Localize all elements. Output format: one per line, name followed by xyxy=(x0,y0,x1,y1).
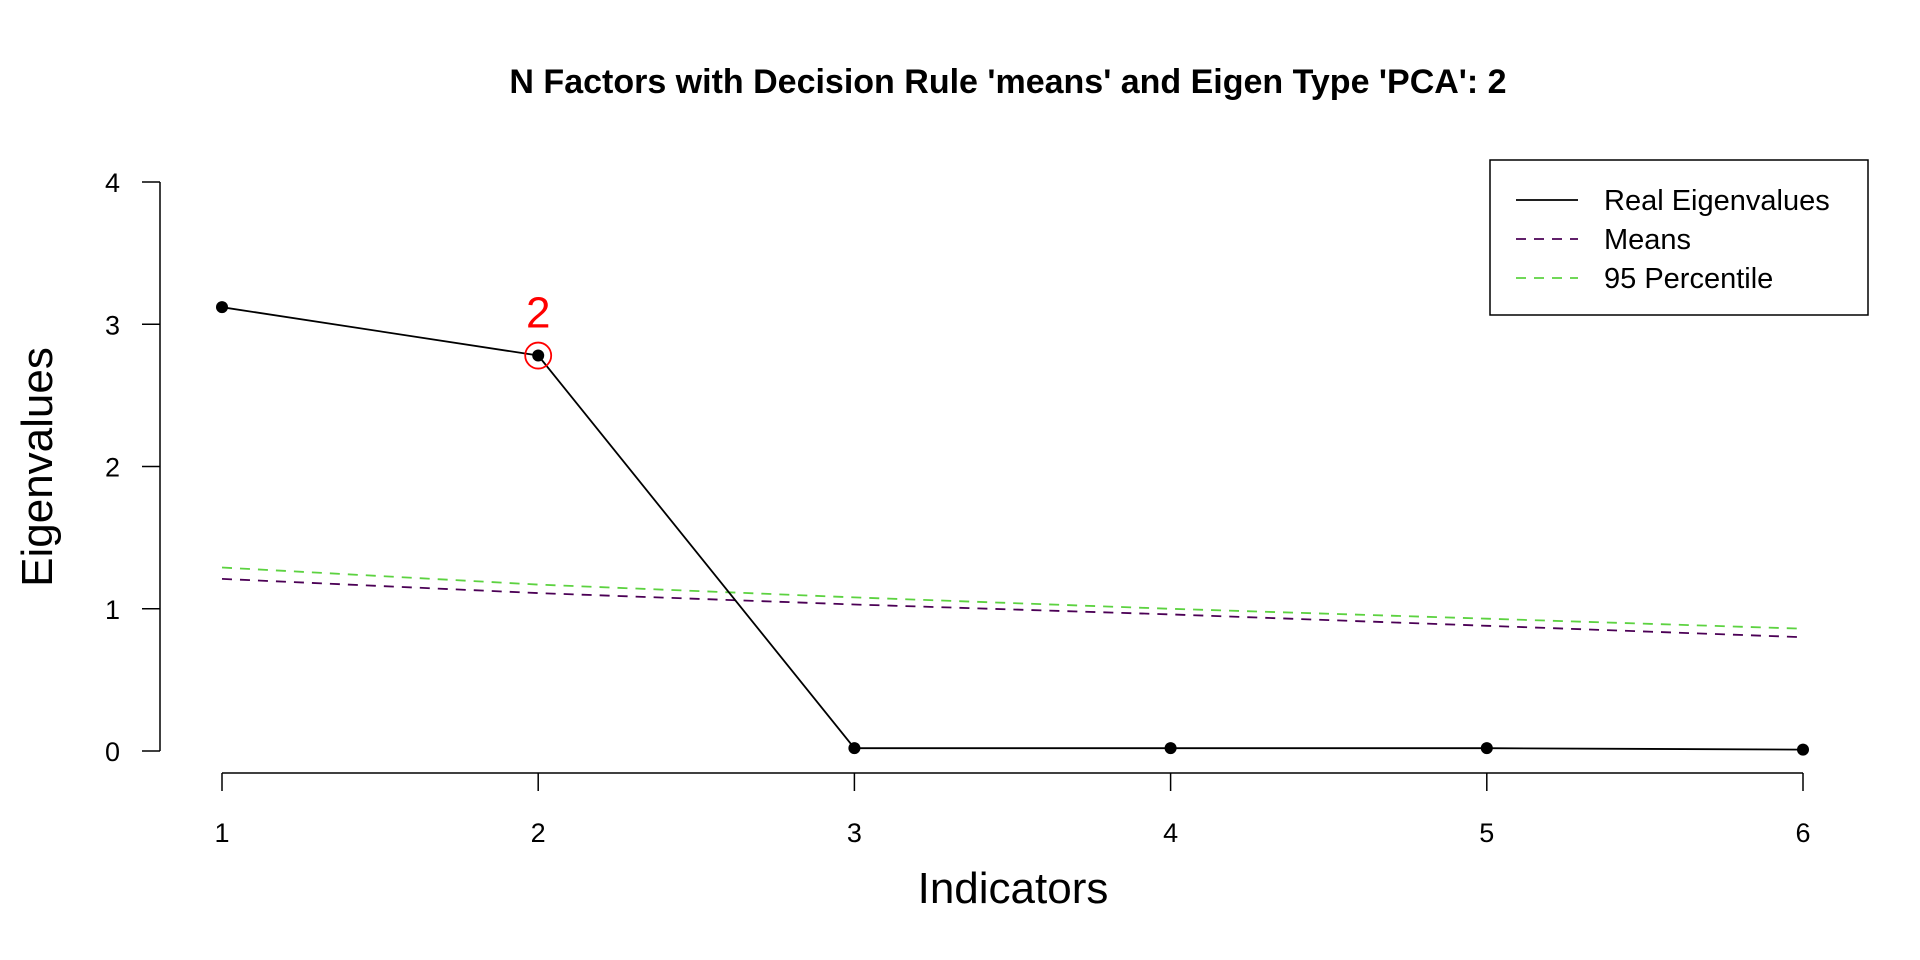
annotation-circle xyxy=(524,341,553,370)
series-layer xyxy=(216,301,1809,756)
x-tick-label: 4 xyxy=(1163,818,1178,848)
y-axis: 0 1 2 3 4 xyxy=(105,168,161,767)
data-point xyxy=(532,349,545,362)
y-tick-label: 2 xyxy=(105,453,120,483)
y-tick-label: 3 xyxy=(105,310,120,340)
x-axis: 1 2 3 4 5 6 xyxy=(214,772,1811,848)
x-tick-label: 1 xyxy=(214,818,229,848)
y-tick-label: 0 xyxy=(105,737,120,767)
annotation-label: 2 xyxy=(526,289,550,338)
x-tick-label: 6 xyxy=(1795,818,1810,848)
annotation-layer: 2 xyxy=(524,289,553,370)
data-point xyxy=(1164,742,1177,755)
data-point xyxy=(216,301,228,314)
x-tick-label: 3 xyxy=(847,818,862,848)
legend: Real Eigenvalues Means 95 Percentile xyxy=(1489,159,1869,316)
legend-label: Real Eigenvalues xyxy=(1604,185,1830,217)
x-axis-title: Indicators xyxy=(918,864,1109,913)
series-line xyxy=(221,306,1804,751)
x-tick-label: 5 xyxy=(1479,818,1494,848)
x-tick-label: 2 xyxy=(531,818,546,848)
series-line xyxy=(221,578,1804,639)
series-line xyxy=(221,566,1804,630)
legend-label: Means xyxy=(1604,224,1691,256)
data-point xyxy=(1797,743,1809,756)
data-point xyxy=(848,742,861,755)
data-point xyxy=(1480,742,1493,755)
legend-label: 95 Percentile xyxy=(1604,263,1773,295)
y-axis-title: Eigenvalues xyxy=(13,347,62,587)
y-tick-label: 1 xyxy=(105,595,120,625)
y-tick-label: 4 xyxy=(105,168,120,198)
legend-box xyxy=(1489,159,1869,316)
chart-title: N Factors with Decision Rule 'means' and… xyxy=(509,63,1506,101)
